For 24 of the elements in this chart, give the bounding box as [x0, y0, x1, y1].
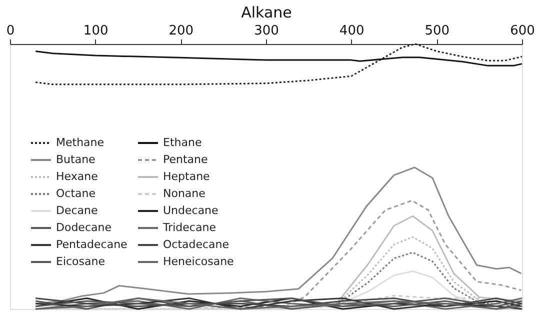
legend-label: Pentane	[163, 153, 208, 166]
x-tick-label: 600	[510, 24, 535, 38]
legend-label: Methane	[56, 136, 104, 149]
legend-label: Eicosane	[56, 255, 106, 268]
legend-label: Pentadecane	[56, 238, 128, 251]
legend-label: Undecane	[163, 204, 219, 217]
x-tick-label: 400	[339, 24, 364, 38]
legend-label: Butane	[56, 153, 96, 166]
legend-label: Heptane	[163, 170, 210, 183]
legend-label: Octane	[56, 187, 96, 200]
x-tick-label: 100	[83, 24, 108, 38]
x-tick-label: 500	[424, 24, 450, 38]
legend-label: Heneicosane	[163, 255, 234, 268]
legend-label: Octadecane	[163, 238, 230, 251]
legend-label: Tridecane	[162, 221, 216, 234]
legend-label: Ethane	[163, 136, 202, 149]
x-tick-label: 0	[6, 24, 15, 38]
legend-label: Decane	[56, 204, 98, 217]
x-axis-title: Alkane	[241, 4, 292, 22]
legend-label: Hexane	[56, 170, 98, 183]
legend-label: Dodecane	[56, 221, 112, 234]
x-tick-label: 200	[168, 24, 194, 38]
x-tick-label: 300	[254, 24, 279, 38]
legend-label: Nonane	[163, 187, 206, 200]
